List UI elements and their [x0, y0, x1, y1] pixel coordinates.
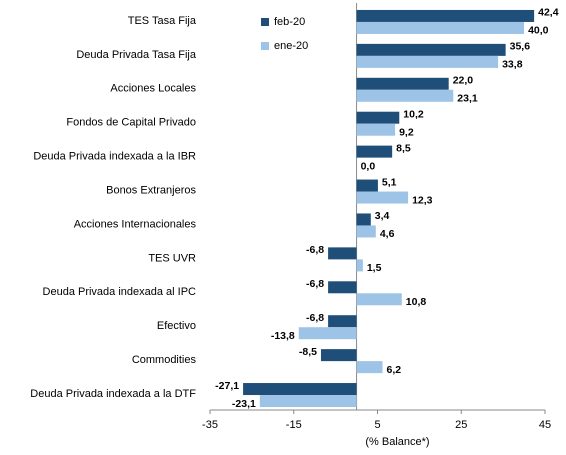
x-tick-label: -35	[202, 419, 218, 431]
value-label: 42,4	[538, 7, 559, 19]
value-label: 5,1	[382, 176, 397, 188]
bar	[243, 383, 357, 396]
bar	[356, 55, 499, 68]
value-label: -6,8	[306, 312, 324, 324]
legend-swatch	[261, 18, 269, 26]
x-axis-label: (% Balance*)	[365, 436, 429, 448]
value-label: -13,8	[271, 330, 295, 342]
category-label: Deuda Privada indexada a la DTF	[30, 388, 196, 400]
bar	[259, 395, 357, 408]
bar	[356, 145, 393, 158]
bar	[356, 9, 535, 22]
bar	[356, 111, 400, 124]
value-label: -6,8	[306, 244, 324, 256]
bar	[356, 213, 371, 226]
value-label: 4,6	[380, 228, 395, 240]
category-label: TES UVR	[148, 252, 196, 264]
value-label: 0,0	[361, 160, 376, 172]
bar	[356, 259, 363, 272]
value-label: -27,1	[215, 380, 239, 392]
bar	[356, 21, 525, 34]
value-label: -23,1	[232, 398, 256, 410]
value-label: 10,2	[403, 108, 424, 120]
value-label: 33,8	[502, 59, 523, 71]
x-tick-label: 5	[374, 419, 380, 431]
value-label: 35,6	[510, 41, 531, 53]
bar	[356, 43, 506, 56]
value-label: 9,2	[399, 126, 414, 138]
value-label: 40,0	[528, 25, 549, 37]
category-label: Acciones Locales	[110, 83, 196, 95]
value-label: -8,5	[299, 346, 317, 358]
category-label: Commodities	[132, 354, 197, 366]
bar	[356, 191, 409, 204]
bar	[356, 89, 454, 102]
x-tick-label: 25	[455, 419, 467, 431]
value-label: -6,8	[306, 278, 324, 290]
bar	[356, 225, 376, 238]
bar	[320, 349, 357, 362]
legend-label: feb-20	[274, 16, 305, 28]
value-label: 6,2	[387, 364, 402, 376]
bar	[356, 293, 402, 306]
bar	[356, 179, 378, 192]
category-label: TES Tasa Fija	[128, 15, 197, 27]
value-label: 12,3	[412, 194, 433, 206]
value-label: 22,0	[453, 75, 474, 87]
legend-swatch	[261, 42, 269, 50]
bar	[328, 247, 357, 260]
category-label: Bonos Extranjeros	[106, 184, 196, 196]
value-label: 3,4	[375, 210, 390, 222]
category-label: Fondos de Capital Privado	[66, 117, 196, 129]
bar	[356, 361, 383, 374]
category-label: Efectivo	[157, 320, 196, 332]
legend-label: ene-20	[274, 40, 308, 52]
bar	[328, 281, 357, 294]
category-label: Deuda Privada indexada al IPC	[43, 286, 197, 298]
category-label: Deuda Privada Tasa Fija	[76, 49, 197, 61]
bar	[356, 77, 449, 90]
bar	[328, 315, 357, 328]
value-label: 10,8	[406, 296, 427, 308]
bar	[298, 327, 357, 340]
value-label: 8,5	[396, 142, 411, 154]
x-tick-label: 45	[539, 419, 551, 431]
bar	[356, 123, 396, 136]
category-label: Deuda Privada indexada a la IBR	[33, 151, 196, 163]
category-label: Acciones Internacionales	[74, 218, 197, 230]
value-label: 23,1	[457, 93, 478, 105]
x-tick-label: -15	[286, 419, 302, 431]
value-label: 1,5	[367, 262, 382, 274]
